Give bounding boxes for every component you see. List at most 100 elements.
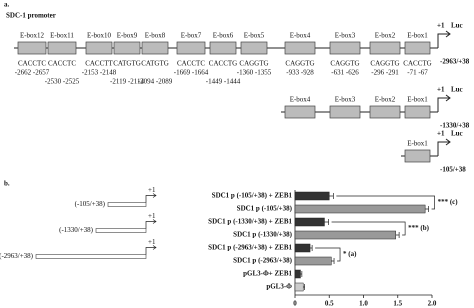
error-bar [303,284,305,290]
e-box-label: E-box12 [20,32,45,40]
e-box-pos: -2530 -2525 [45,78,80,86]
schematic-label: (-2963/+38) [0,252,34,260]
e-box-label: E-box2 [375,32,396,40]
e-box [404,41,431,55]
e-box-seq: CACCTC [18,60,46,68]
construct-schematic [35,254,147,259]
bar [294,230,396,240]
significance-label: *** (b) [408,224,429,232]
error-bar [324,219,329,225]
significance-bracket [331,221,406,236]
bar [294,243,311,253]
category-label: SDC1 p (-1330/+38) [233,231,292,239]
e-box-pos: -2094 -2089 [138,78,173,86]
e-box-label: E-box3 [335,32,356,40]
bar [294,256,332,266]
construct-schematic [95,228,147,233]
x-tick-label: 2.0 [428,300,437,308]
e-box-pos: -2662 -2657 [15,69,50,77]
tss-label: +1 [437,86,445,94]
e-box-label: E-box5 [244,32,265,40]
tss-arrow [437,94,451,112]
tss-arrow [145,193,157,203]
tss-label: +1 [148,238,156,246]
e-box-label: E-box1 [407,96,428,104]
e-box-pos: -71 -67 [407,69,428,77]
bar [294,204,426,214]
e-box-label: E-box10 [87,32,112,40]
e-box-label: E-box9 [117,32,138,40]
construct-schematic [107,202,147,207]
schematic-label: (-105/+38) [75,200,106,208]
e-box-label: E-box11 [50,32,74,40]
reporter-label: Luc [451,130,463,138]
e-box [369,105,401,119]
tss-label: +1 [437,130,445,138]
tss-arrow [437,30,451,48]
x-tick-label: 0 [293,300,297,308]
e-box-label: E-box1 [407,140,428,148]
category-label: pGL3-Φ+ ZEB1 [243,270,292,278]
category-label: SDC1 p (-105/+38) + ZEB1 [212,192,293,200]
bar [294,282,304,292]
e-box-pos: -933 -928 [286,69,314,77]
e-box [17,41,47,55]
error-bar [425,206,429,212]
panel-label: b. [4,180,10,188]
e-box [329,41,361,55]
category-label: pGL3-Φ [266,283,292,291]
e-box [284,41,316,55]
e-box-label: E-box1 [407,32,428,40]
e-box-pos: -1449 -1444 [206,78,241,86]
tss-label: +1 [148,212,156,220]
e-box [47,41,77,55]
e-box [284,105,316,119]
error-bar [300,271,303,277]
e-box-pos: -1669 -1664 [174,69,209,77]
e-box [176,41,206,55]
e-box-label: E-box2 [375,96,396,104]
tss-arrow [145,245,157,255]
tss-label: +1 [437,22,445,30]
e-box [404,149,431,163]
e-box-seq: CAGGTG [370,60,399,68]
e-box-label: E-box3 [335,96,356,104]
category-label: SDC1 p (-2963/+38) [233,257,292,265]
x-tick-label: 0.5 [325,300,334,308]
x-tick-label: 1.5 [393,300,402,308]
error-bar [395,232,400,238]
e-box-seq: CAGGTG [330,60,359,68]
bar [294,191,330,201]
bar [294,269,301,279]
e-box-pos: -2153 -2148 [82,69,117,77]
error-bar [329,193,334,199]
e-box-label: E-box4 [290,96,311,104]
promoter-title: SDC-1 promoter [6,12,56,20]
e-box [329,105,361,119]
tss-label: +1 [148,186,156,194]
reporter-label: Luc [451,86,463,94]
e-box-seq: CACCTG [209,60,237,68]
e-box-pos: -296 -291 [371,69,399,77]
e-box-seq: CACCTT [85,60,113,68]
e-box-pos: -1360 -1355 [237,69,272,77]
construct-range: -1330/+38 [440,122,470,130]
panel-label: a. [4,1,10,9]
schematic-label: (-1330/+38) [59,226,94,234]
e-box [209,41,237,55]
e-box-seq: CAGGTG [239,60,268,68]
significance-bracket [336,195,435,210]
e-box-seq: CATGTG [141,60,169,68]
e-box-pos: -2119 -2114 [110,78,144,86]
significance-label: * (a) [343,250,357,258]
e-box [240,41,268,55]
category-label: SDC1 p (-105/+38) [237,205,293,213]
bar [294,217,325,227]
tss-arrow [437,138,451,156]
category-label: SDC1 p (-2963/+38) + ZEB1 [208,244,292,252]
tss-arrow [145,219,157,229]
x-tick-label: 1.0 [359,300,368,308]
reporter-label: Luc [451,22,463,30]
e-box-seq: CAGGTG [285,60,314,68]
error-bar [310,245,313,251]
